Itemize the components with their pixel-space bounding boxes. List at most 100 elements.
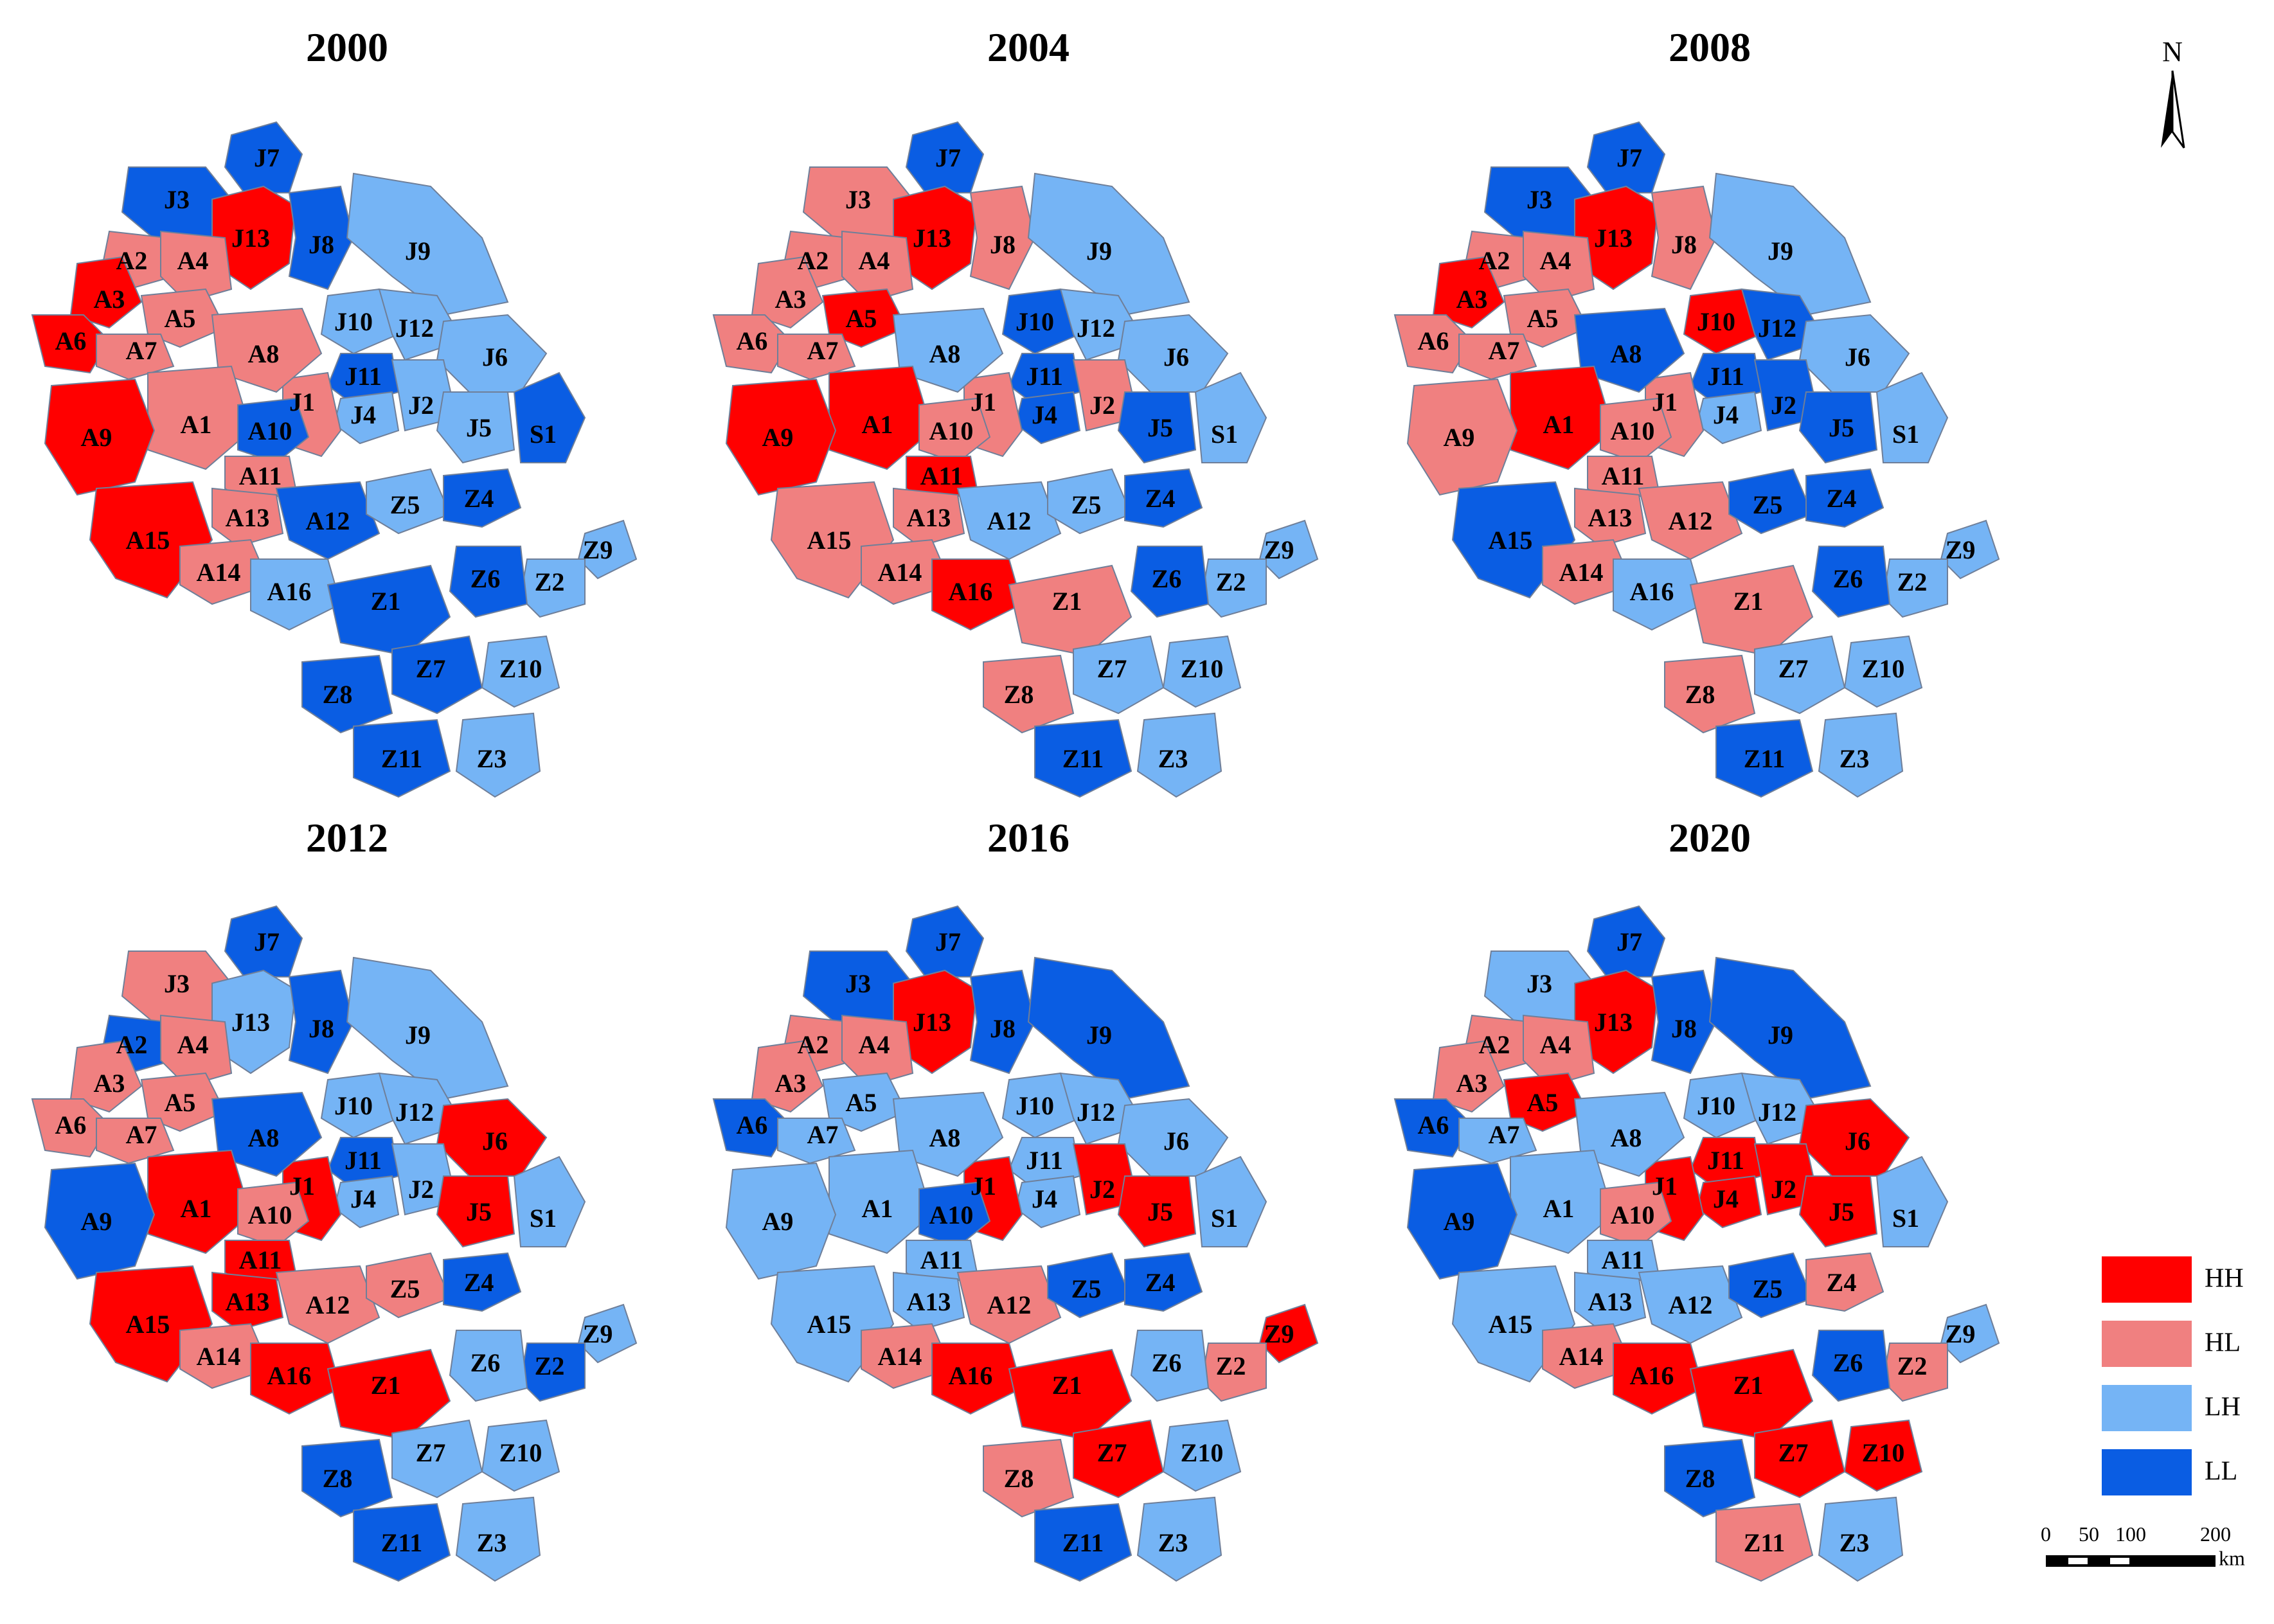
region-label-a16: A16 [267, 577, 312, 606]
region-label-z11: Z11 [381, 744, 422, 773]
region-label-a5: A5 [846, 304, 877, 333]
region-label-z4: Z4 [1827, 484, 1857, 513]
region-a16 [1613, 1343, 1705, 1415]
region-label-a10: A10 [1611, 1200, 1655, 1229]
region-label-j7: J7 [935, 143, 961, 172]
region-j10 [1001, 288, 1081, 355]
region-label-a8: A8 [929, 339, 961, 368]
region-label-j9: J9 [1768, 236, 1793, 265]
region-label-a15: A15 [1489, 1310, 1533, 1339]
region-label-z7: Z7 [1097, 1438, 1127, 1467]
region-label-z7: Z7 [1097, 654, 1127, 683]
region-label-a2: A2 [1479, 1030, 1510, 1059]
region-label-z8: Z8 [323, 680, 353, 709]
region-label-z9: Z9 [583, 535, 613, 564]
region-a16 [250, 1343, 342, 1415]
region-label-a3: A3 [775, 285, 807, 314]
region-z4 [1805, 1252, 1885, 1312]
region-label-j5: J5 [466, 413, 492, 442]
legend-swatch-hh [2102, 1256, 2192, 1303]
region-a10 [237, 1181, 310, 1248]
region-j8 [288, 969, 355, 1075]
legend-swatch-hl [2102, 1321, 2192, 1367]
region-label-j11: J11 [1707, 362, 1744, 391]
region-label-a5: A5 [165, 304, 196, 333]
region-z1 [327, 1348, 451, 1441]
region-label-j2: J2 [1771, 1175, 1796, 1204]
region-a16 [931, 1343, 1023, 1415]
region-label-z11: Z11 [1744, 1528, 1785, 1557]
region-a5 [140, 288, 226, 348]
region-label-j13: J13 [1594, 1008, 1633, 1037]
region-z6 [1811, 546, 1891, 618]
region-label-j12: J12 [395, 1098, 434, 1127]
region-label-j5: J5 [466, 1197, 492, 1226]
panel-title: 2000 [306, 24, 388, 70]
region-z8 [983, 654, 1075, 734]
region-label-z3: Z3 [1840, 1528, 1870, 1557]
region-s1 [1194, 1156, 1267, 1247]
region-label-z9: Z9 [583, 1319, 613, 1348]
region-label-j6: J6 [482, 1127, 508, 1156]
region-a10 [1600, 1181, 1672, 1248]
region-label-z8: Z8 [1685, 680, 1715, 709]
region-s1 [1876, 371, 1949, 463]
region-label-j1: J1 [289, 1172, 315, 1200]
region-a14 [1542, 1323, 1634, 1389]
region-label-j8: J8 [990, 230, 1016, 259]
region-a8 [211, 307, 323, 393]
region-label-j3: J3 [164, 185, 190, 214]
region-label-z7: Z7 [416, 1438, 446, 1467]
region-a9 [1406, 1162, 1518, 1280]
region-label-j6: J6 [1845, 343, 1870, 371]
region-label-j10: J10 [1697, 1091, 1735, 1120]
region-label-j5: J5 [1829, 413, 1854, 442]
region-z9 [577, 519, 638, 580]
region-a8 [1573, 1091, 1685, 1177]
region-label-j7: J7 [1616, 927, 1642, 956]
region-label-j12: J12 [1758, 1098, 1796, 1127]
region-label-a12: A12 [987, 506, 1032, 535]
region-j10 [320, 1072, 400, 1139]
map-panels: 2000 J3 J7 J13 J8 J9 J10 J12 J6 J11 J4 J2 J5 J1 S1 A2 A4… [31, 24, 2000, 1582]
region-label-z9: Z9 [1946, 535, 1976, 564]
region-label-j9: J9 [1086, 1021, 1112, 1049]
region-a8 [1573, 307, 1685, 393]
panel-title: 2016 [987, 815, 1070, 861]
region-a9 [44, 1162, 156, 1280]
region-label-z4: Z4 [464, 484, 494, 513]
region-z10 [481, 1419, 560, 1492]
panel-title: 2004 [987, 24, 1070, 70]
scale-bar: 0 50 100 200 km [2041, 1522, 2245, 1569]
region-label-j3: J3 [164, 969, 190, 998]
region-a5 [821, 1072, 908, 1132]
region-label-a4: A4 [1540, 1030, 1571, 1059]
region-z5 [1047, 468, 1133, 535]
region-z8 [1664, 1438, 1756, 1518]
region-label-a6: A6 [737, 1111, 768, 1139]
region-label-j9: J9 [405, 236, 431, 265]
region-label-j5: J5 [1829, 1197, 1854, 1226]
region-z11 [1034, 718, 1133, 798]
region-label-a4: A4 [177, 246, 209, 275]
region-label-z8: Z8 [323, 1464, 353, 1493]
region-label-j11: J11 [345, 362, 382, 391]
region-z9 [1940, 1303, 2000, 1364]
region-j5 [1117, 1175, 1197, 1248]
region-label-a1: A1 [1543, 1194, 1575, 1223]
region-label-z8: Z8 [1004, 1464, 1034, 1493]
region-label-z5: Z5 [1753, 1274, 1783, 1303]
region-j9 [1027, 956, 1190, 1100]
region-j9 [1708, 956, 1872, 1100]
legend-swatch-ll [2102, 1449, 2192, 1495]
region-label-a11: A11 [1602, 1245, 1645, 1274]
region-z7 [1073, 635, 1165, 715]
region-label-a15: A15 [126, 1310, 170, 1339]
region-label-a14: A14 [1559, 1342, 1604, 1371]
region-label-j7: J7 [935, 927, 961, 956]
region-a3 [1432, 1040, 1505, 1113]
panel-title: 2012 [306, 815, 388, 861]
region-label-j4: J4 [1713, 1184, 1739, 1213]
region-label-a11: A11 [239, 461, 282, 490]
